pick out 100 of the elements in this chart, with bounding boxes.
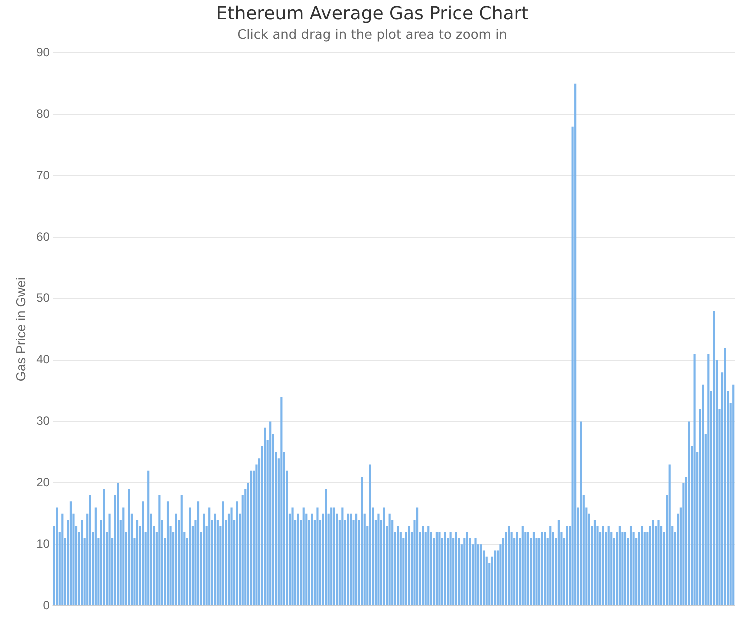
bar bbox=[180, 495, 183, 606]
bar bbox=[566, 526, 568, 606]
bar bbox=[81, 520, 84, 606]
y-tick-label: 0 bbox=[43, 598, 50, 612]
bar bbox=[702, 384, 704, 606]
bar bbox=[311, 514, 314, 606]
bar bbox=[378, 514, 380, 606]
bar bbox=[713, 311, 716, 606]
bar bbox=[122, 508, 125, 606]
bar bbox=[333, 508, 336, 606]
bar bbox=[630, 526, 632, 606]
y-tick-label: 20 bbox=[36, 475, 50, 490]
bar bbox=[602, 526, 604, 606]
y-tick-label: 40 bbox=[36, 352, 50, 367]
bar bbox=[455, 532, 458, 606]
bar bbox=[527, 532, 530, 606]
bar bbox=[361, 477, 364, 606]
bar bbox=[197, 502, 200, 606]
bar bbox=[558, 520, 560, 606]
bar bbox=[62, 514, 64, 606]
bar bbox=[103, 489, 106, 606]
y-axis-title: Gas Price in Gwei bbox=[13, 277, 28, 382]
bar bbox=[658, 520, 660, 606]
bar bbox=[280, 397, 283, 606]
bar bbox=[316, 508, 319, 606]
bar bbox=[330, 508, 333, 606]
bar bbox=[438, 532, 441, 606]
bar bbox=[428, 526, 430, 606]
bar bbox=[732, 384, 735, 606]
bar bbox=[608, 526, 610, 606]
bar bbox=[236, 502, 238, 606]
bar bbox=[624, 532, 627, 606]
bar bbox=[302, 508, 305, 606]
bar bbox=[436, 532, 438, 606]
y-tick-label: 10 bbox=[36, 536, 50, 551]
y-tick-label: 80 bbox=[36, 106, 50, 121]
bar bbox=[56, 508, 58, 606]
y-tick-label: 30 bbox=[36, 414, 50, 428]
bar bbox=[270, 422, 272, 606]
bar bbox=[325, 489, 328, 606]
bar bbox=[128, 489, 130, 606]
bar bbox=[117, 483, 120, 606]
bar bbox=[189, 508, 192, 606]
bar bbox=[516, 532, 518, 606]
bar bbox=[222, 502, 224, 606]
bar bbox=[388, 514, 391, 606]
bar bbox=[444, 532, 446, 606]
bar bbox=[350, 514, 352, 606]
bar bbox=[94, 508, 97, 606]
bar bbox=[544, 532, 546, 606]
bar bbox=[618, 526, 621, 606]
chart-title: Ethereum Average Gas Price Chart bbox=[216, 3, 529, 24]
bar bbox=[203, 514, 206, 606]
bar bbox=[574, 84, 577, 606]
bar bbox=[175, 514, 178, 606]
bar bbox=[158, 495, 161, 606]
bar bbox=[250, 470, 252, 606]
bar bbox=[264, 428, 266, 606]
bar bbox=[652, 520, 654, 606]
bar bbox=[297, 514, 300, 606]
bar bbox=[422, 526, 424, 606]
bar bbox=[142, 502, 144, 606]
bar bbox=[694, 354, 696, 606]
bar bbox=[208, 508, 211, 606]
bar bbox=[522, 526, 524, 606]
bar bbox=[408, 526, 410, 606]
y-tick-label: 60 bbox=[36, 230, 50, 244]
bar bbox=[724, 348, 726, 606]
bar bbox=[688, 422, 690, 606]
bar bbox=[416, 508, 419, 606]
bar bbox=[214, 514, 216, 606]
bar bbox=[342, 508, 344, 606]
bar bbox=[89, 495, 92, 606]
bar bbox=[641, 526, 644, 606]
bar bbox=[356, 514, 358, 606]
bar bbox=[494, 550, 496, 606]
y-tick-label: 50 bbox=[36, 291, 50, 306]
bar bbox=[466, 532, 468, 606]
bar bbox=[369, 464, 372, 606]
bar bbox=[580, 422, 582, 606]
bar bbox=[292, 508, 294, 606]
bar bbox=[541, 532, 544, 606]
bar bbox=[474, 538, 477, 606]
bar bbox=[532, 532, 536, 606]
bar bbox=[480, 544, 482, 606]
bar bbox=[668, 464, 671, 606]
bar bbox=[383, 508, 386, 606]
bar bbox=[450, 532, 452, 606]
bar bbox=[166, 502, 170, 606]
bar bbox=[148, 470, 150, 606]
bar bbox=[550, 526, 552, 606]
bar bbox=[397, 526, 400, 606]
bar bbox=[108, 514, 111, 606]
bar bbox=[594, 520, 596, 606]
bar bbox=[70, 502, 72, 606]
bar bbox=[230, 508, 233, 606]
bar bbox=[136, 520, 139, 606]
bar bbox=[708, 354, 710, 606]
bar bbox=[347, 514, 350, 606]
y-tick-label: 70 bbox=[36, 168, 50, 182]
